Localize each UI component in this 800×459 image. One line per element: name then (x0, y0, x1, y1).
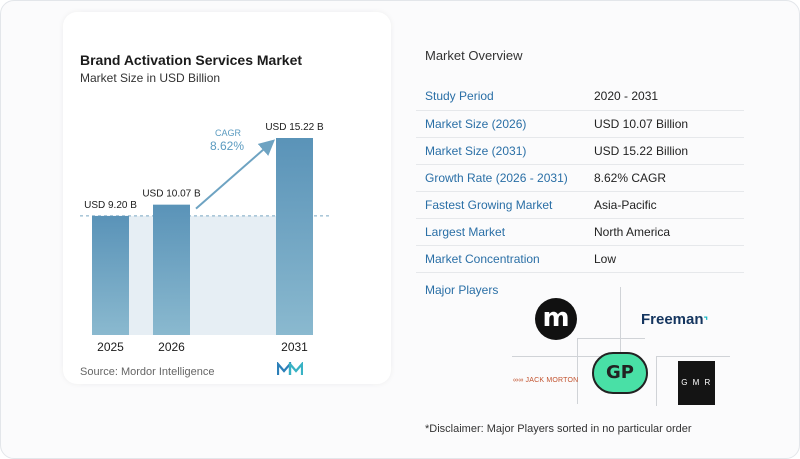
jack-morton-logo-text: JACK MORTON (525, 377, 579, 384)
chart-title: Brand Activation Services Market (80, 52, 303, 68)
divider (656, 356, 657, 406)
overview-row: Market Concentration Low (416, 245, 744, 273)
bar (276, 138, 313, 335)
x-tick-label: 2031 (281, 340, 308, 354)
x-tick-label: 2025 (97, 340, 124, 354)
overview-row: Largest Market North America (416, 218, 744, 246)
overview-table: Study Period 2020 - 2031 Market Size (2026… (416, 83, 744, 273)
divider (577, 338, 578, 404)
overview-key: Market Size (2031) (416, 137, 584, 165)
overview-row: Fastest Growing Market Asia-Pacific (416, 191, 744, 219)
divider (577, 338, 645, 339)
source-note: Source: Mordor Intelligence (80, 366, 215, 378)
divider (512, 356, 600, 357)
overview-value: USD 10.07 Billion (584, 110, 744, 138)
growth-band (129, 215, 276, 335)
overview-value: 2020 - 2031 (584, 83, 744, 111)
overview-key: Fastest Growing Market (416, 191, 584, 219)
overview-value: USD 15.22 Billion (584, 137, 744, 165)
overview-key: Growth Rate (2026 - 2031) (416, 164, 584, 192)
chart-subtitle: Market Size in USD Billion (80, 71, 221, 85)
divider (656, 356, 730, 357)
divider (620, 287, 621, 352)
gmr-logo: G M R (678, 361, 715, 405)
overview-row: Growth Rate (2026 - 2031) 8.62% CAGR (416, 164, 744, 192)
overview-key: Market Size (2026) (416, 110, 584, 138)
overview-row: Market Size (2026) USD 10.07 Billion (416, 110, 744, 138)
disclaimer: *Disclaimer: Major Players sorted in no … (425, 423, 692, 435)
freeman-logo: Freeman⌝ (641, 311, 708, 328)
overview-value: Low (584, 245, 744, 273)
mordor-logo-icon (277, 362, 303, 375)
cagr-value: 8.62% (210, 139, 244, 153)
cagr-arrow (195, 139, 276, 210)
freeman-tick-icon: ⌝ (703, 316, 709, 327)
freeman-logo-text: Freeman (641, 311, 704, 328)
overview-value: 8.62% CAGR (584, 164, 744, 192)
data-label: USD 10.07 B (142, 189, 201, 200)
data-label: USD 15.22 B (265, 122, 324, 133)
jack-morton-rings-icon: ∞∞ (513, 377, 526, 384)
major-players-title: Major Players (425, 283, 499, 297)
overview-key: Study Period (416, 83, 584, 111)
data-label: USD 9.20 B (84, 200, 137, 211)
overview-row: Market Size (2031) USD 15.22 Billion (416, 137, 744, 165)
cagr-label: CAGR (215, 128, 242, 138)
jack-morton-logo: ∞∞ JACK MORTON (513, 377, 578, 384)
overview-key: Market Concentration (416, 245, 584, 273)
gp-logo: GP (592, 352, 648, 394)
overview-title: Market Overview (425, 48, 523, 63)
overview-key: Largest Market (416, 218, 584, 246)
x-tick-label: 2026 (158, 340, 185, 354)
bar (92, 215, 129, 335)
bar (153, 204, 190, 335)
overview-value: Asia-Pacific (584, 191, 744, 219)
overview-row: Study Period 2020 - 2031 (416, 83, 744, 111)
overview-value: North America (584, 218, 744, 246)
m-logo-icon: m (535, 298, 577, 340)
